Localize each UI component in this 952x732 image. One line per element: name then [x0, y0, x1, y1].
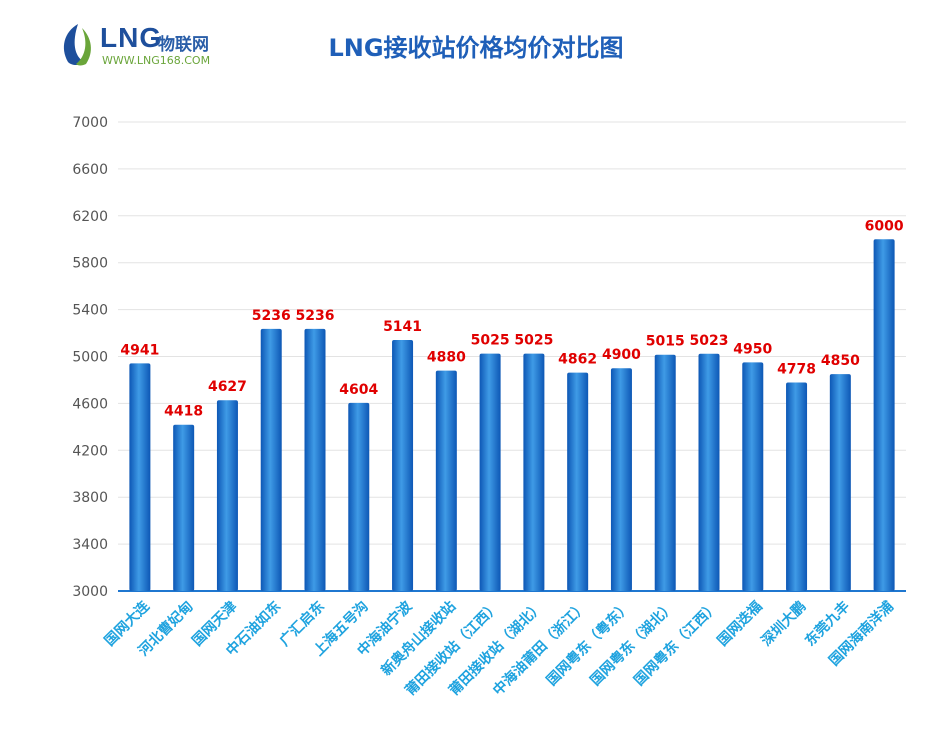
bar — [304, 328, 326, 591]
y-tick-label: 7000 — [72, 115, 108, 131]
data-label: 4604 — [339, 382, 378, 398]
bar — [348, 402, 370, 591]
bar — [742, 362, 764, 591]
data-label: 5141 — [383, 319, 422, 335]
data-label: 4627 — [208, 379, 247, 395]
brand-name-suffix: 物联网 — [158, 35, 209, 55]
data-label: 4850 — [821, 353, 860, 369]
data-label: 4950 — [733, 341, 772, 357]
brand-name: LNG — [100, 22, 162, 54]
data-labels: 4941 4418 4627 5236 5236 4604 5141 4880 5025 5025… — [120, 218, 903, 419]
y-tick-label: 6600 — [72, 162, 108, 178]
data-label: 5023 — [690, 333, 729, 349]
bar — [698, 353, 720, 591]
data-label: 5015 — [646, 334, 685, 350]
data-label: 5025 — [514, 333, 553, 349]
bar — [392, 339, 414, 591]
y-tick-label: 3400 — [72, 537, 108, 553]
y-tick-label: 5000 — [72, 350, 108, 366]
y-tick-label: 5800 — [72, 256, 108, 272]
x-tick-label: 国网迭福 — [714, 598, 766, 650]
x-tick-label: 新奥舟山接收站 — [378, 598, 459, 679]
data-label: 5236 — [296, 308, 335, 324]
bars — [129, 239, 895, 591]
brand-logo: LNG 物联网 WWW.LNG168.COM — [58, 20, 258, 72]
data-label: 4778 — [777, 362, 816, 378]
y-tick-label: 4600 — [72, 396, 108, 412]
chart-title: LNG接收站价格均价对比图 — [328, 34, 624, 62]
bar — [216, 400, 238, 591]
y-tick-label: 5400 — [72, 303, 108, 319]
brand-name-prefix: LNG — [100, 22, 163, 53]
data-label: 4418 — [164, 404, 203, 420]
lng-leaf-icon — [63, 24, 91, 66]
data-label: 4900 — [602, 347, 641, 363]
bar — [873, 239, 895, 591]
data-label: 4862 — [558, 352, 597, 368]
bar — [610, 368, 632, 591]
y-axis: 3000 3400 3800 4200 4600 5000 5400 5800 6200 6600… — [72, 115, 108, 600]
y-tick-label: 4200 — [72, 443, 108, 459]
data-label: 5236 — [252, 308, 291, 324]
bar — [479, 353, 501, 591]
bar — [786, 382, 808, 591]
bar — [260, 328, 282, 591]
y-tick-label: 3800 — [72, 490, 108, 506]
bar — [829, 374, 851, 591]
grid-lines — [118, 121, 906, 592]
x-axis: 国网大连河北曹妃甸国网天津中石油如东广汇启东上海五号沟中海油宁波新奥舟山接收站莆… — [101, 597, 897, 699]
data-label: 4941 — [120, 342, 159, 358]
data-label: 6000 — [865, 218, 904, 234]
y-tick-label: 3000 — [72, 584, 108, 600]
bar — [173, 424, 195, 591]
bar — [523, 353, 545, 591]
data-label: 4880 — [427, 350, 466, 366]
bar — [435, 370, 457, 591]
bar — [567, 372, 589, 591]
data-label: 5025 — [471, 333, 510, 349]
y-tick-label: 6200 — [72, 209, 108, 225]
bar — [129, 363, 151, 591]
x-tick-label: 深圳大鹏 — [758, 598, 810, 650]
bar — [654, 354, 676, 591]
brand-url: WWW.LNG168.COM — [102, 54, 211, 67]
